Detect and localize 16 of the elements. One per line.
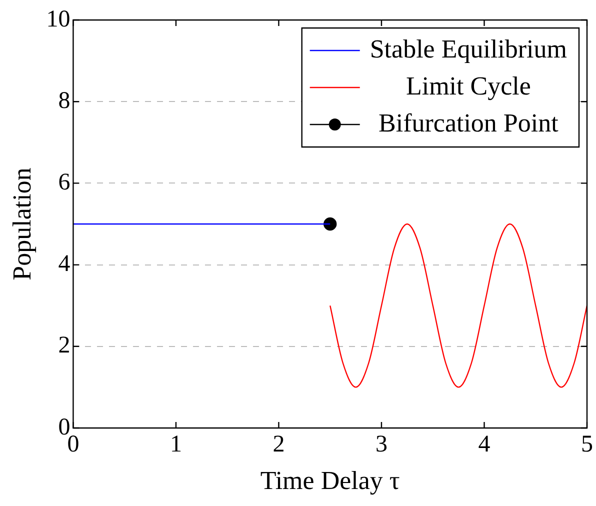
y-tick-label: 10 bbox=[46, 6, 70, 32]
y-tick-label: 8 bbox=[58, 88, 70, 114]
legend-label: Limit Cycle bbox=[406, 71, 531, 100]
y-tick-label: 2 bbox=[58, 332, 70, 359]
x-tick-label: 4 bbox=[478, 432, 490, 458]
x-tick-label: 2 bbox=[272, 432, 285, 458]
x-tick-label: 1 bbox=[170, 432, 182, 458]
legend-label: Stable Equilibrium bbox=[370, 34, 568, 64]
x-tick-label: 5 bbox=[581, 432, 593, 458]
y-axis-title: Population bbox=[7, 168, 36, 280]
line-series bbox=[330, 223, 587, 388]
legend-label: Bifurcation Point bbox=[378, 108, 560, 138]
x-tick-label: 3 bbox=[375, 432, 388, 458]
x-axis-title: Time Delay τ bbox=[260, 466, 400, 496]
y-tick-label: 6 bbox=[58, 169, 70, 196]
y-tick-label: 4 bbox=[58, 251, 70, 278]
